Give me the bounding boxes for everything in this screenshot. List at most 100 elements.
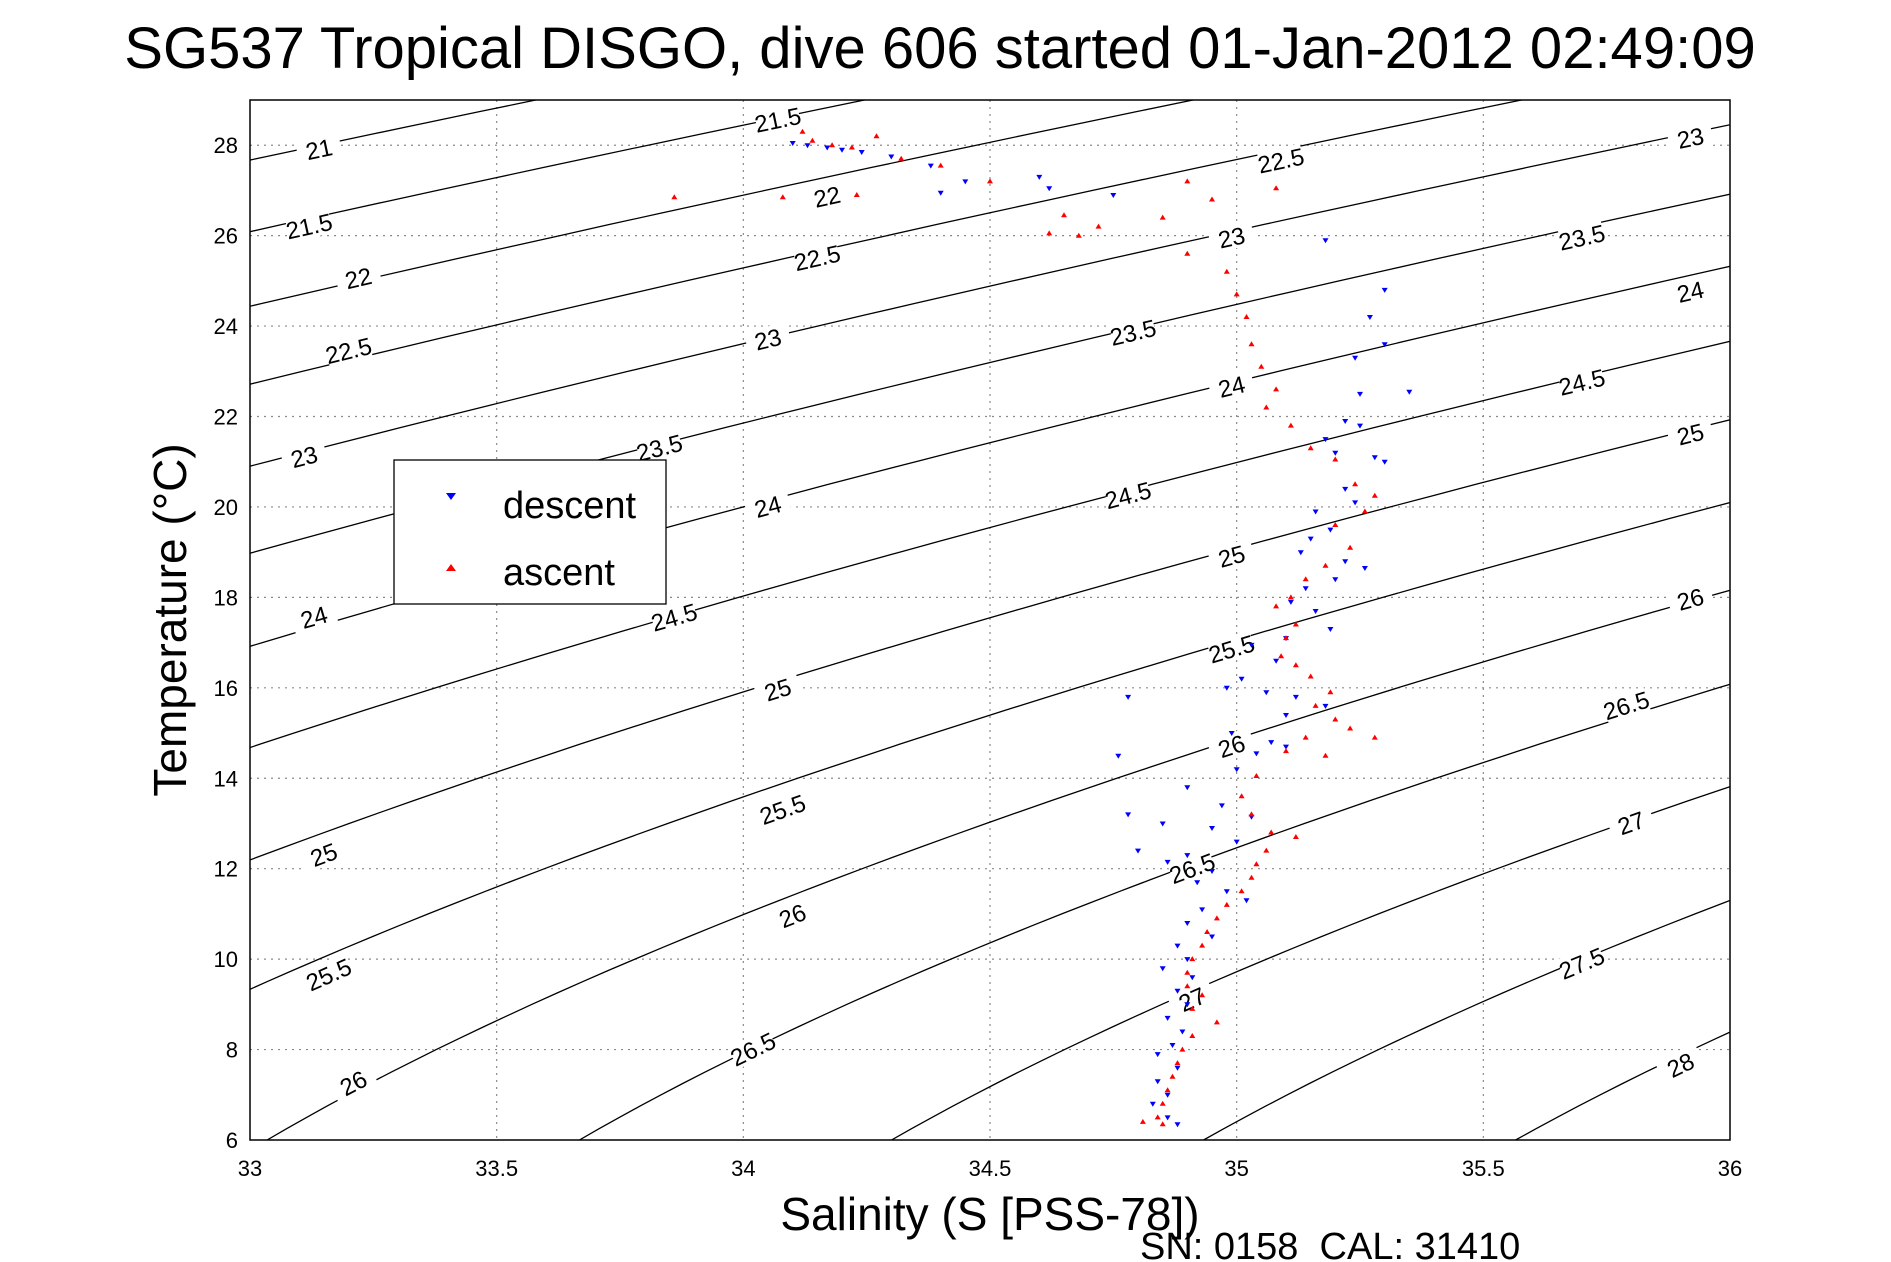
descent-point xyxy=(1209,934,1215,940)
legend-ascent-label: ascent xyxy=(503,552,615,594)
isopycnal-line xyxy=(250,100,1525,385)
contour-label: 23 xyxy=(752,324,784,356)
x-tick-label: 35 xyxy=(1224,1156,1248,1181)
descent-point xyxy=(1199,907,1206,913)
contour-label-group: 23 xyxy=(743,321,792,356)
contour-label: 23 xyxy=(1675,123,1707,155)
descent-point xyxy=(1223,889,1230,895)
descent-point xyxy=(1342,559,1349,565)
descent-point xyxy=(1184,785,1191,791)
contour-label: 21 xyxy=(303,134,335,166)
isopycnal-lines xyxy=(250,100,1730,1140)
descent-point xyxy=(1169,1043,1176,1048)
descent-point xyxy=(1322,238,1329,244)
ascent-point xyxy=(1263,404,1270,410)
ascent-point xyxy=(1312,702,1319,708)
contour-label: 21.5 xyxy=(752,103,803,139)
ascent-point xyxy=(1184,250,1191,256)
descent-point xyxy=(1223,685,1230,691)
ascent-point xyxy=(1159,1121,1166,1127)
y-tick-label: 12 xyxy=(214,857,238,882)
contour-label-group: 25.5 xyxy=(302,954,356,998)
ascent-point xyxy=(1307,445,1314,451)
contour-label: 27.5 xyxy=(1555,943,1609,986)
descent-point xyxy=(1406,389,1413,395)
contour-label-group: 21.5 xyxy=(284,209,335,245)
descent-point xyxy=(824,145,831,151)
isopycnal-line xyxy=(250,193,1730,554)
x-tick-label: 33 xyxy=(238,1156,262,1181)
contour-label: 21.5 xyxy=(284,209,335,245)
descent-point xyxy=(1135,848,1141,854)
ascent-point xyxy=(1169,1073,1176,1079)
contour-label-group: 24 xyxy=(1666,274,1715,309)
descent-point xyxy=(1115,753,1122,759)
descent-point xyxy=(1174,1122,1181,1128)
isopycnal-line xyxy=(250,419,1730,861)
ascent-point xyxy=(1302,576,1309,582)
y-tick-labels: 6 8 10 12 14 16 18 20 22 24 26 28 xyxy=(214,133,238,1153)
contour-label-group: 24 xyxy=(743,488,793,524)
ascent-point xyxy=(1189,1005,1196,1011)
descent-point xyxy=(1263,690,1270,696)
descent-point xyxy=(1342,419,1349,424)
ascent-point xyxy=(1347,544,1354,550)
descent-point xyxy=(1125,812,1132,818)
ascent-point xyxy=(1046,230,1053,236)
y-tick-label: 6 xyxy=(226,1128,238,1153)
ascent-point xyxy=(898,155,905,161)
descent-point xyxy=(1164,1115,1171,1121)
ascent-point xyxy=(1233,291,1240,297)
ascent-point xyxy=(1253,773,1260,778)
ascent-point xyxy=(1283,635,1289,641)
descent-point xyxy=(1218,803,1225,809)
ascent-point xyxy=(987,178,993,184)
legend-descent-marker xyxy=(446,493,456,500)
descent-point xyxy=(1159,821,1166,827)
descent-point xyxy=(1312,509,1319,515)
ascent-point xyxy=(1213,915,1220,921)
descent-point xyxy=(1164,1015,1171,1021)
descent-point xyxy=(1184,1002,1191,1008)
y-tick-label: 18 xyxy=(214,585,238,610)
contour-label: 24.5 xyxy=(1556,364,1608,401)
descent-point xyxy=(1322,703,1329,709)
contour-label-group: 27 xyxy=(1166,979,1217,1019)
x-tick-labels: 33 33.5 34 34.5 35 35.5 36 xyxy=(238,1156,1742,1181)
y-tick-label: 26 xyxy=(214,224,238,249)
contour-label: 22.5 xyxy=(323,333,375,370)
descent-point xyxy=(1371,455,1378,461)
contour-label: 23.5 xyxy=(1556,220,1607,256)
descent-point xyxy=(1238,676,1245,682)
ascent-point xyxy=(1075,232,1082,238)
legend: descent ascent xyxy=(393,459,667,605)
ascent-point xyxy=(1248,811,1255,817)
contour-label-group: 21 xyxy=(294,132,343,166)
descent-point xyxy=(1327,527,1334,533)
contour-label: 23 xyxy=(1216,222,1248,254)
isopycnal-line xyxy=(250,124,1730,467)
contour-label: 22 xyxy=(811,182,843,214)
descent-point xyxy=(1332,577,1339,583)
ascent-point xyxy=(779,194,786,200)
descent-point xyxy=(1302,586,1309,592)
contour-label: 26.5 xyxy=(1600,687,1653,727)
contour-label-group: 23 xyxy=(1207,220,1256,254)
ascent-point xyxy=(1159,1100,1166,1106)
ascent-point xyxy=(1223,268,1230,274)
contour-label-group: 26.5 xyxy=(727,1028,781,1073)
descent-point xyxy=(1352,500,1359,506)
ascent-point xyxy=(1258,363,1265,369)
y-tick-label: 14 xyxy=(214,766,238,791)
contour-label-group: 26.5 xyxy=(1600,687,1653,727)
y-tick-label: 28 xyxy=(214,133,238,158)
contour-label-group: 25.5 xyxy=(1206,630,1258,669)
descent-point xyxy=(888,154,895,160)
footer-serial-calibration: SN: 0158 CAL: 31410 xyxy=(1140,1226,1520,1262)
descent-point xyxy=(1287,599,1294,605)
ascent-point xyxy=(1302,734,1309,740)
y-tick-label: 22 xyxy=(214,405,238,430)
x-tick-label: 34.5 xyxy=(969,1156,1012,1181)
ascent-point xyxy=(1154,1114,1161,1120)
